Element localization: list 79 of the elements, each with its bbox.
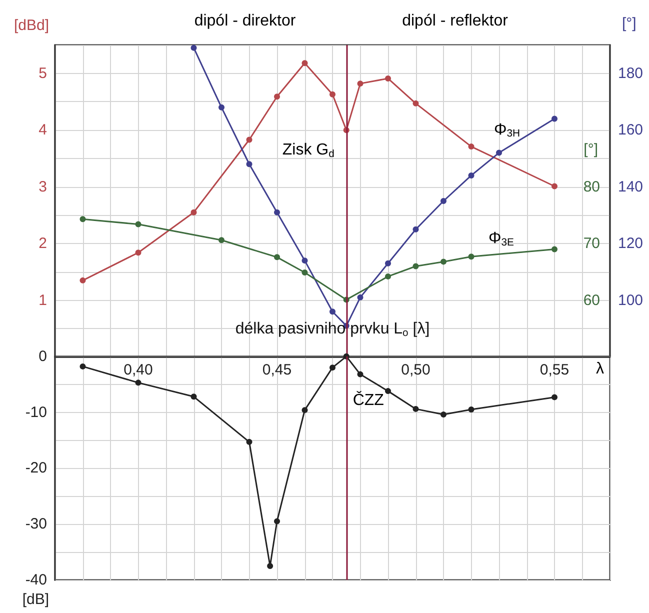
y3-tick-label: 80 bbox=[583, 178, 600, 196]
y-tick-label: 4 bbox=[38, 122, 47, 139]
point bbox=[412, 226, 419, 232]
y-tick-label: 2 bbox=[38, 235, 47, 252]
text: dipól - direktor bbox=[194, 12, 296, 30]
y-axis-title: [dB] bbox=[22, 591, 49, 608]
point bbox=[246, 136, 252, 143]
point bbox=[246, 161, 252, 168]
point bbox=[468, 406, 474, 413]
point bbox=[385, 273, 391, 280]
point bbox=[496, 150, 502, 156]
y2-tick-label: 180 bbox=[618, 64, 644, 82]
point bbox=[552, 246, 558, 252]
point bbox=[274, 94, 280, 100]
point bbox=[274, 518, 280, 524]
x-tick-label: 0,55 bbox=[540, 361, 570, 378]
point bbox=[468, 144, 474, 150]
point bbox=[135, 221, 142, 228]
point bbox=[552, 116, 558, 122]
point bbox=[468, 172, 474, 178]
y3-tick-label: 60 bbox=[583, 292, 600, 309]
point bbox=[357, 294, 364, 300]
point bbox=[267, 563, 274, 570]
point bbox=[302, 407, 308, 414]
point bbox=[190, 44, 197, 51]
point bbox=[440, 198, 446, 204]
y-tick-label: 5 bbox=[38, 64, 47, 82]
point bbox=[412, 263, 419, 270]
point bbox=[330, 91, 336, 98]
point bbox=[218, 104, 224, 110]
point bbox=[80, 363, 86, 370]
y-axis-title: [dBd] bbox=[14, 17, 49, 34]
point bbox=[440, 412, 446, 418]
y3-axis-title: [°] bbox=[584, 141, 598, 158]
annotation: λ bbox=[596, 360, 604, 378]
point bbox=[385, 260, 391, 266]
point bbox=[357, 371, 364, 378]
y2-tick-label: 160 bbox=[618, 122, 644, 139]
x-tick-label: 0,45 bbox=[262, 361, 292, 378]
point bbox=[302, 258, 308, 264]
point bbox=[190, 394, 197, 400]
point bbox=[135, 380, 142, 386]
point bbox=[274, 209, 280, 216]
point bbox=[302, 60, 308, 66]
y-tick-label: -20 bbox=[25, 460, 47, 477]
point bbox=[330, 308, 336, 315]
y2-tick-label: 120 bbox=[618, 235, 644, 252]
point bbox=[330, 364, 336, 371]
y-tick-label: 3 bbox=[38, 178, 47, 196]
x-tick-label: 0,40 bbox=[124, 361, 153, 378]
point bbox=[135, 250, 142, 256]
y-tick-label: 0 bbox=[38, 348, 47, 365]
point bbox=[440, 258, 446, 265]
point bbox=[357, 80, 364, 87]
point bbox=[412, 406, 419, 412]
point bbox=[274, 254, 280, 260]
point bbox=[385, 388, 391, 394]
y-tick-label: -30 bbox=[25, 516, 47, 533]
point bbox=[80, 216, 86, 222]
y3-tick-label: 70 bbox=[583, 235, 600, 252]
point bbox=[468, 254, 474, 260]
point bbox=[302, 269, 308, 276]
point bbox=[80, 277, 86, 284]
point bbox=[412, 100, 419, 106]
y2-axis-title: [°] bbox=[622, 15, 636, 32]
x-tick-label: 0,50 bbox=[401, 361, 430, 378]
point bbox=[190, 209, 197, 216]
y-tick-label: -40 bbox=[25, 572, 47, 588]
point bbox=[552, 394, 558, 400]
point bbox=[218, 237, 224, 244]
y2-tick-label: 140 bbox=[618, 178, 644, 196]
point bbox=[385, 75, 391, 82]
point bbox=[552, 183, 558, 190]
text: dipól - reflektor bbox=[402, 12, 509, 30]
y-tick-label: 1 bbox=[38, 292, 47, 309]
y2-tick-label: 100 bbox=[618, 292, 644, 309]
point bbox=[246, 438, 252, 445]
y-tick-label: -10 bbox=[25, 404, 47, 421]
series-label: ČZZ bbox=[352, 390, 384, 409]
